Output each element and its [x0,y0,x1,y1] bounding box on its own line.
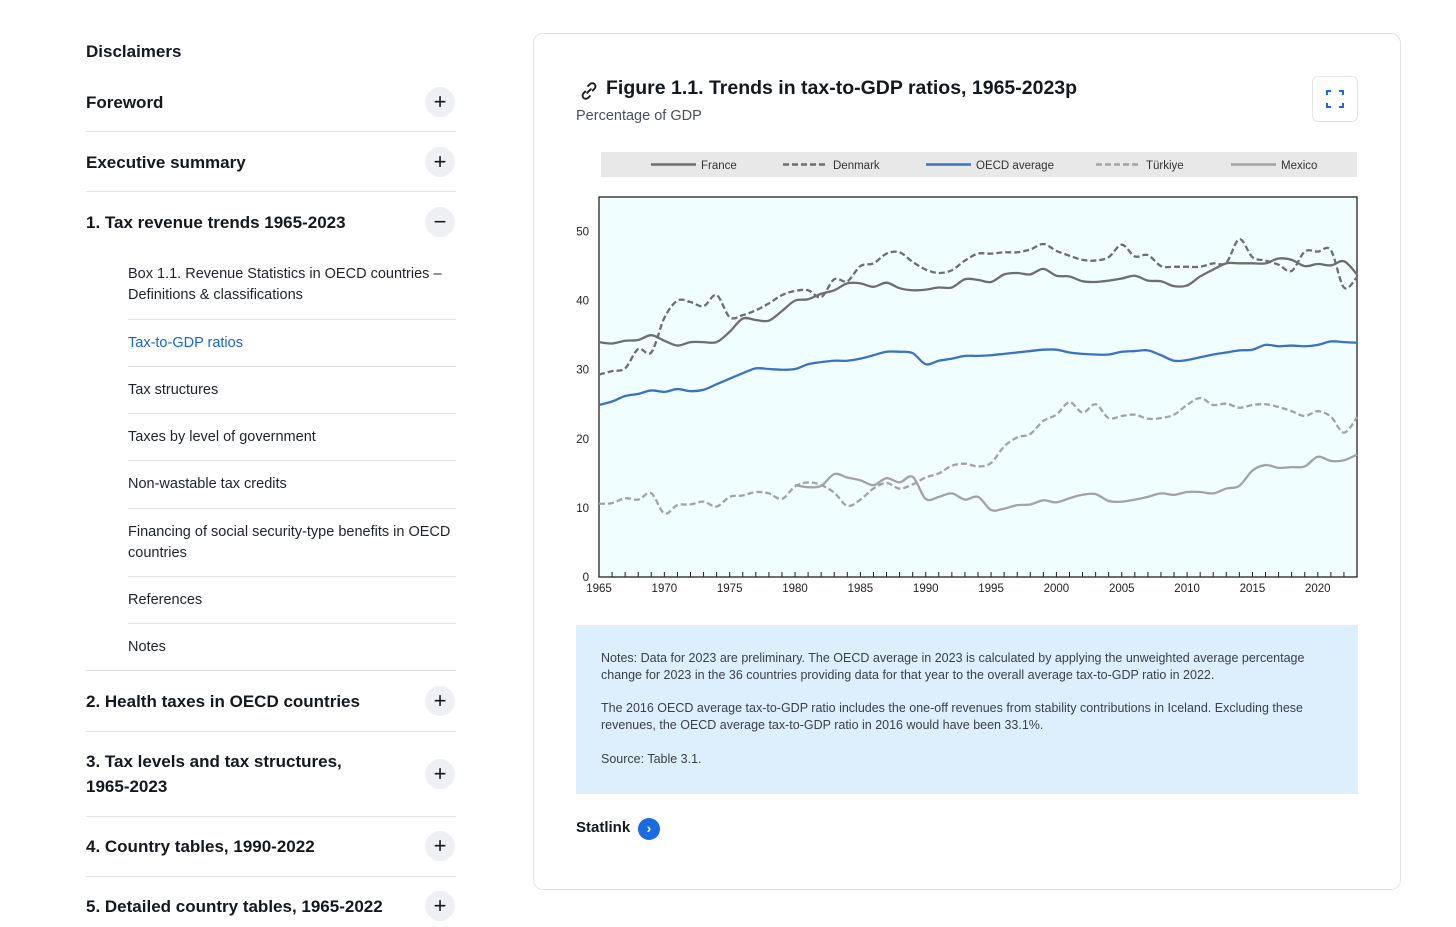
divider [128,319,456,320]
toc-section-health-taxes[interactable]: 2. Health taxes in OECD countries [86,692,360,711]
toc-sub-tax-to-gdp-ratios[interactable]: Tax-to-GDP ratios [128,335,243,351]
expand-country-tables-button[interactable]: + [425,831,455,861]
y-tick-label: 20 [576,434,589,446]
collapse-tax-revenue-trends-button[interactable]: − [425,207,455,237]
x-tick-label: 1965 [586,583,612,595]
chevron-right-icon[interactable]: › [638,818,660,840]
y-tick-label: 0 [583,572,589,584]
y-tick-label: 40 [576,296,589,308]
legend-label: OECD average [976,160,1054,172]
divider [86,131,456,132]
divider [128,576,456,577]
series-line-france [598,257,1358,347]
statlink-link[interactable]: Statlink [576,819,631,836]
toc-section-tax-revenue-trends[interactable]: 1. Tax revenue trends 1965-2023 [86,213,346,232]
x-tick-label: 2015 [1240,583,1266,595]
divider [128,413,456,414]
x-tick-label: 1985 [848,583,874,595]
toc-section-foreword[interactable]: Foreword [86,93,164,112]
legend-label: France [701,160,737,172]
series-line-türkiye [598,396,1358,515]
expand-detailed-country-tables-button[interactable]: + [425,891,455,921]
expand-foreword-button[interactable]: + [425,87,455,117]
fullscreen-icon [1326,90,1344,108]
y-tick-label: 30 [576,365,589,377]
toc-disclaimers[interactable]: Disclaimers [86,42,182,61]
figure-card [533,33,1401,890]
toc-section-executive-summary[interactable]: Executive summary [86,153,246,172]
divider [86,816,456,817]
divider [86,670,456,671]
toc-section-country-tables[interactable]: 4. Country tables, 1990-2022 [86,837,315,856]
toc-section-tax-levels[interactable]: 3. Tax levels and tax structures, 1965-2… [86,752,342,796]
x-tick-label: 1975 [717,583,743,595]
line-chart: France Denmark OECD average Türkiye Mexico01… [576,152,1358,595]
legend-label: Türkiye [1146,160,1184,172]
figure-title: Figure 1.1. Trends in tax-to-GDP ratios,… [606,77,1078,99]
toc-sub-taxes-by-level[interactable]: Taxes by level of government [128,429,316,445]
divider [128,366,456,367]
x-tick-label: 2005 [1109,583,1135,595]
series-line-mexico [794,453,1358,512]
figure-notes: Notes: Data for 2023 are preliminary. Th… [576,625,1358,794]
expand-executive-summary-button[interactable]: + [425,147,455,177]
toc-sub-references[interactable]: References [128,592,203,608]
expand-tax-levels-button[interactable]: + [425,759,455,789]
note-iceland: The 2016 OECD average tax-to-GDP ratio i… [601,701,1303,732]
y-tick-label: 50 [576,227,589,239]
y-tick-label: 10 [576,503,589,515]
expand-health-taxes-button[interactable]: + [425,686,455,716]
x-tick-label: 2010 [1174,583,1200,595]
toc-sub-non-wastable[interactable]: Non-wastable tax credits [128,476,287,492]
plot-area [598,196,1358,578]
note-source: Source: Table 3.1. [601,752,702,766]
x-tick-label: 1990 [913,583,939,595]
divider [128,508,456,509]
legend-label: Denmark [833,160,880,172]
divider [86,731,456,732]
x-tick-label: 1970 [652,583,678,595]
divider [86,876,456,877]
series-line-oecd-average [598,340,1358,407]
toc-sub-notes[interactable]: Notes [128,639,166,655]
x-tick-label: 1995 [978,583,1004,595]
fullscreen-button[interactable] [1312,76,1358,122]
link-icon[interactable] [578,80,600,102]
note-preliminary: Notes: Data for 2023 are preliminary. Th… [601,651,1305,682]
x-tick-label: 1980 [782,583,808,595]
figure-subtitle: Percentage of GDP [576,108,702,124]
divider [128,623,456,624]
x-tick-label: 2000 [1044,583,1070,595]
toc-sub-financing[interactable]: Financing of social security-type benefi… [128,524,451,561]
toc-sub-box-1-1[interactable]: Box 1.1. Revenue Statistics in OECD coun… [128,266,442,303]
divider [86,191,456,192]
divider [128,460,456,461]
toc-sub-tax-structures[interactable]: Tax structures [128,382,219,398]
x-tick-label: 2020 [1305,583,1331,595]
toc-section-detailed-country-tables[interactable]: 5. Detailed country tables, 1965-2022 [86,897,383,916]
legend-label: Mexico [1281,160,1317,172]
